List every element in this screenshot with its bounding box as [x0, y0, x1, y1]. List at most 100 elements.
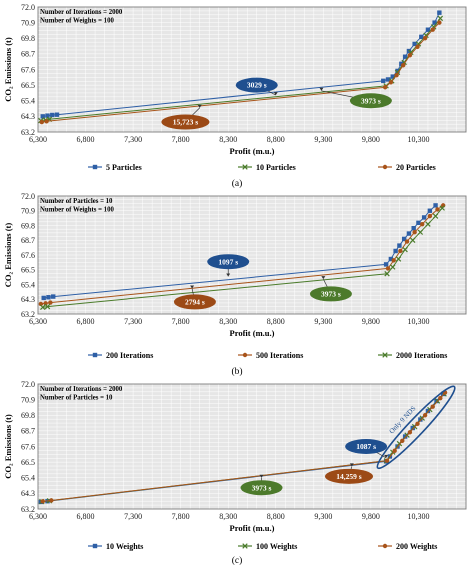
data-point: [391, 258, 396, 263]
plot-border: [37, 6, 467, 133]
legend-label: 20 Particles: [396, 163, 436, 172]
legend-label: 5 Particles: [106, 163, 142, 172]
data-point: [48, 300, 53, 305]
annotation-text: 1087 s: [356, 442, 376, 451]
legend-label: 200 Weights: [396, 542, 437, 551]
x-tick-label: 9,300: [314, 512, 332, 521]
annotation-shape: [345, 439, 388, 454]
legend-swatch-marker: [242, 352, 248, 358]
data-point: [415, 44, 420, 49]
legend-label: 10 Particles: [256, 163, 296, 172]
data-point: [394, 72, 399, 78]
x-tick-label: 10,300: [407, 317, 429, 326]
x-tick-label: 9,800: [362, 317, 380, 326]
data-point: [401, 63, 406, 68]
chart-panel-1: 63.2 64.3 65.4 66.5 67.6 68.7 69.8 70.9 72.0 6,30…: [3, 3, 467, 156]
data-point: [435, 207, 440, 212]
data-point: [404, 239, 410, 244]
x-tick-label: 6,300: [29, 512, 47, 521]
data-point: [432, 213, 439, 219]
annotation-bubble: 1097 s: [207, 254, 250, 277]
data-point: [388, 80, 394, 85]
x-tick-label: 9,800: [362, 135, 380, 144]
legend-swatch-marker: [92, 352, 98, 358]
annotation-arrow: [273, 92, 278, 96]
data-point: [400, 438, 405, 444]
y-tick-label: 69.8: [21, 34, 35, 43]
y-tick-label: 68.7: [21, 50, 35, 59]
x-axis-title: Profit (m.u.): [230, 146, 275, 156]
annotation-bubble: 2794 s: [173, 285, 216, 310]
info-line: Number of Particles = 10: [40, 395, 113, 402]
x-tick-label: 6,800: [77, 317, 95, 326]
x-tick-label: 7,800: [172, 317, 190, 326]
annotation-shape: [161, 114, 210, 130]
series-2000-iterations: [40, 205, 445, 311]
legend-swatch-marker: [92, 543, 98, 549]
data-point: [392, 448, 397, 453]
info-line: Number of Weights = 100: [40, 18, 114, 25]
info-line: Number of Particles = 10: [40, 198, 113, 205]
data-point: [419, 34, 424, 40]
y-tick-label: 64.3: [21, 112, 35, 121]
data-point: [395, 256, 402, 262]
annotation-shape: [207, 254, 250, 270]
data-point: [383, 262, 389, 267]
x-tick-label: 10,300: [407, 135, 429, 144]
data-point: [407, 53, 413, 58]
data-point: [38, 301, 44, 307]
y-tick-label: 69.8: [21, 221, 35, 230]
x-tick-label: 8,800: [267, 512, 285, 521]
data-point: [410, 237, 416, 243]
data-point: [421, 215, 427, 220]
data-point: [434, 398, 439, 404]
annotation-bubble: 14,259 s: [325, 463, 374, 484]
data-point: [54, 112, 60, 117]
data-point: [385, 266, 391, 271]
legend-label: 2000 Iterations: [396, 351, 447, 360]
legend-swatch-marker: [242, 164, 248, 170]
data-point: [437, 15, 444, 22]
annotation-arrow: [321, 276, 326, 280]
y-axis-title: CO₂ Emissions (t): [3, 414, 13, 479]
data-point: [430, 404, 435, 409]
y-tick-label: 63.2: [21, 128, 35, 137]
data-point: [422, 36, 428, 41]
data-point: [399, 61, 404, 67]
y-tick-label: 72.0: [21, 192, 35, 201]
annotation-text: 3973 s: [252, 483, 272, 492]
plot-border: [37, 383, 467, 510]
y-tick-label: 65.4: [21, 474, 35, 483]
legend-swatch-marker: [382, 352, 388, 358]
data-point: [415, 421, 420, 426]
panel-caption: (b): [231, 366, 242, 377]
x-tick-label: 8,300: [219, 512, 237, 521]
data-point: [398, 248, 403, 254]
x-tick-label: 9,800: [362, 512, 380, 521]
legend-3: 10 Weights 100 Weights 200 Weights: [88, 542, 437, 551]
data-point: [402, 246, 408, 253]
annotation-text: 3973 s: [361, 96, 381, 105]
data-point: [425, 27, 431, 32]
series-20-particles: [39, 20, 442, 125]
data-point: [45, 113, 50, 118]
x-tick-label: 7,800: [172, 135, 190, 144]
data-point: [440, 391, 446, 397]
y-tick-label: 64.3: [21, 489, 35, 498]
annotation-arrow: [197, 104, 202, 108]
x-tick-label: 8,300: [219, 135, 237, 144]
data-point: [393, 248, 398, 254]
y-tick-label: 72.0: [21, 380, 35, 389]
data-point: [388, 256, 394, 262]
legend-label: 10 Weights: [106, 542, 143, 551]
nds-ellipse: [376, 385, 456, 470]
annotation-shape: [235, 77, 278, 93]
annotation-shape: [240, 480, 283, 496]
data-point: [437, 20, 442, 25]
data-point: [40, 499, 45, 504]
x-tick-label: 10,300: [407, 512, 429, 521]
data-point: [51, 294, 56, 299]
x-tick-label: 6,300: [29, 135, 47, 144]
data-point: [402, 54, 408, 59]
